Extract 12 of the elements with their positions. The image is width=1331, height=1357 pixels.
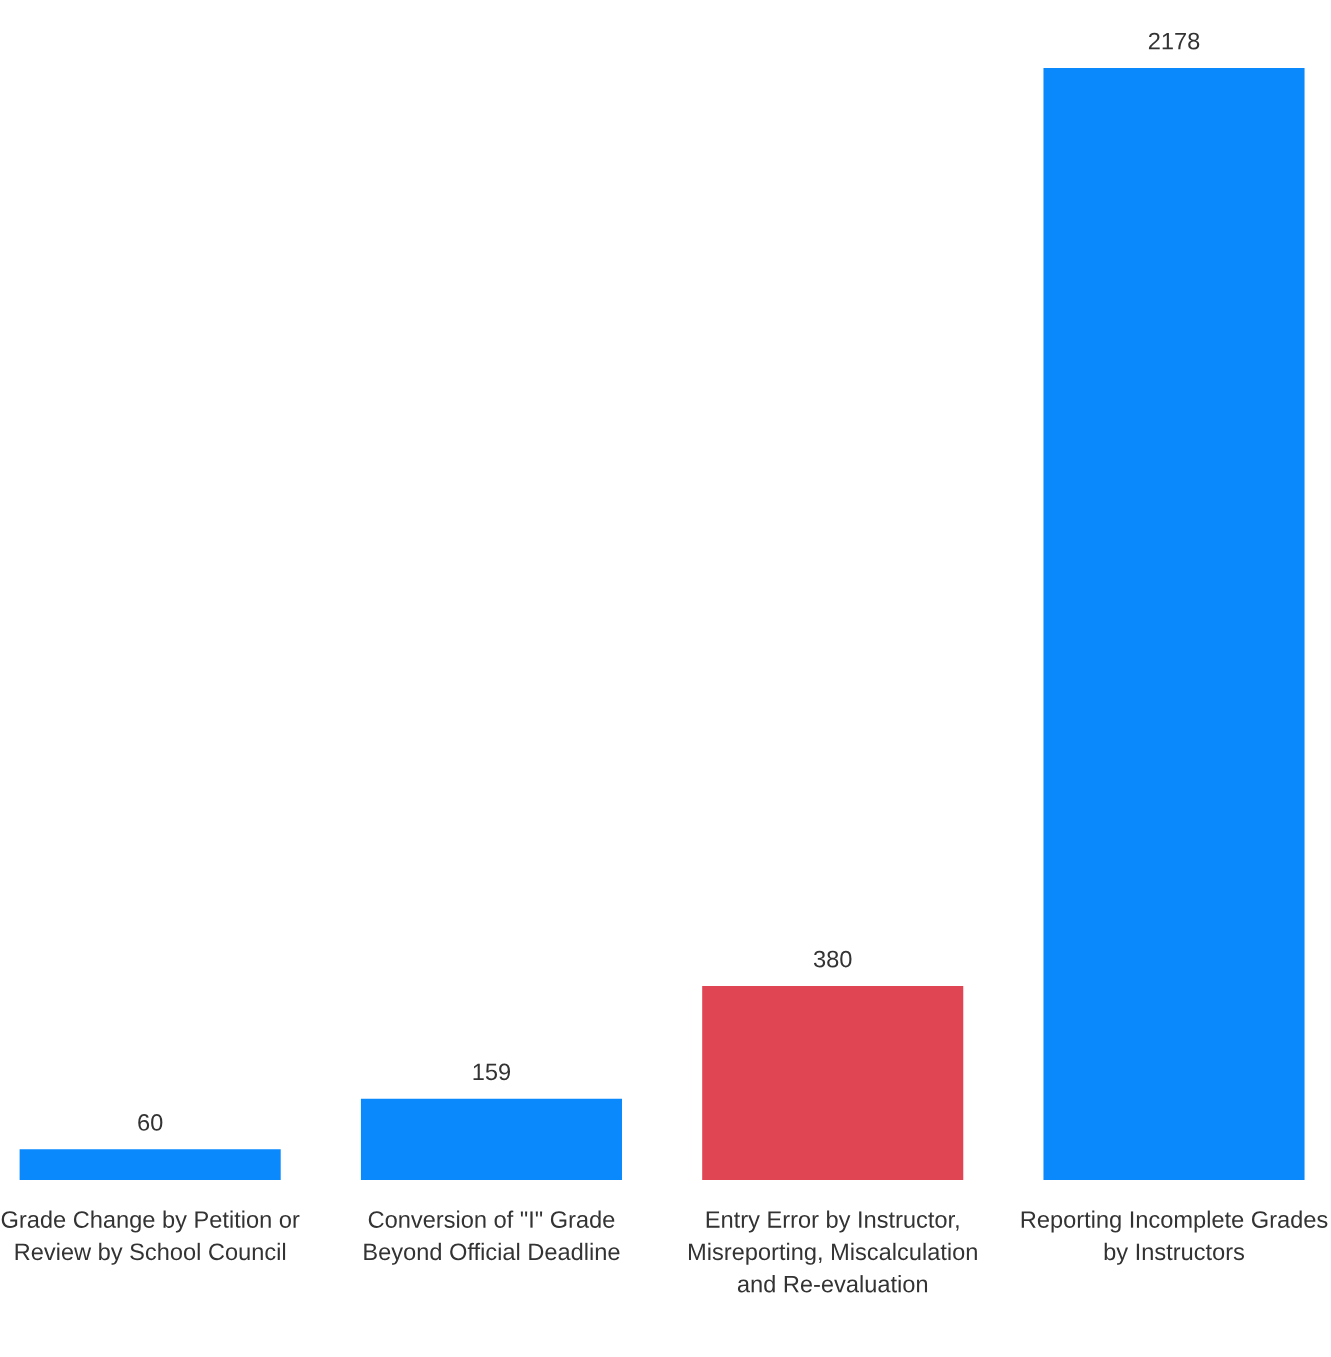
x-tick-label: Conversion of "I" Grade Beyond Official Deadline (364, 1210, 620, 1265)
x-tick-label: Grade Change by Petition or Review by School Council (1, 1210, 300, 1265)
x-tick-label: Entry Error by Instructor, Misreporting, Miscalculation and Re-evaluation (689, 1210, 977, 1293)
data-label: 2178 (1148, 32, 1200, 50)
bar (702, 985, 964, 1180)
data-label: 380 (813, 950, 852, 968)
bar (1043, 67, 1305, 1180)
data-label: 159 (473, 1063, 511, 1081)
bar (19, 1149, 281, 1180)
bar (360, 1098, 622, 1180)
data-label: 60 (138, 1114, 163, 1131)
x-tick-label: Reporting Incomplete Grades by Instructors (1021, 1210, 1328, 1265)
